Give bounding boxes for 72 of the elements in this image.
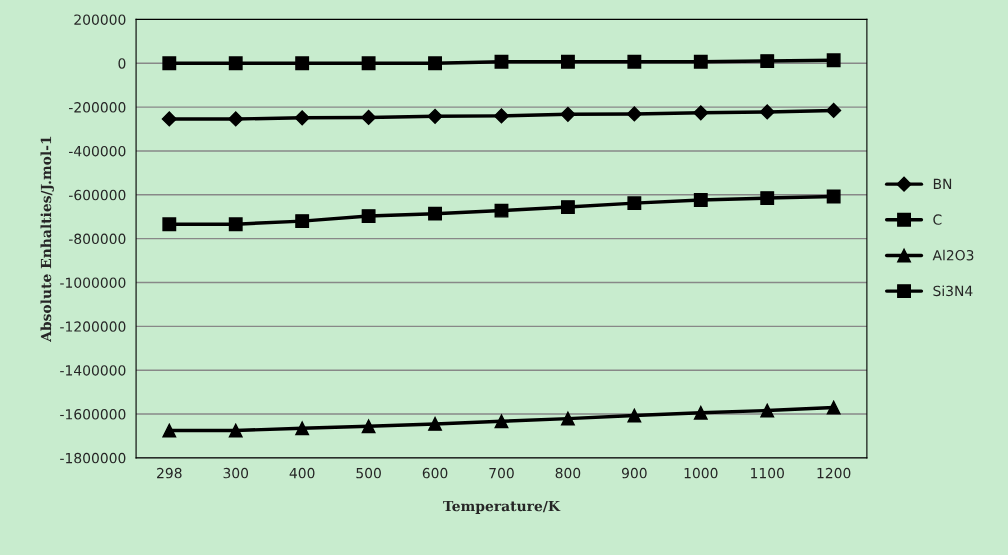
x-tick-label: 1100 [751, 467, 784, 479]
x-axis-title: Temperature/K [443, 500, 561, 514]
point [294, 110, 310, 126]
point [826, 53, 841, 68]
y-tick-label: -1200000 [60, 321, 126, 332]
point [161, 111, 177, 127]
y-tick-label: -800000 [69, 233, 126, 245]
point [228, 111, 244, 127]
point [693, 193, 708, 208]
point [693, 405, 708, 420]
point [826, 189, 841, 204]
point [826, 400, 841, 415]
point [428, 56, 442, 71]
x-tick-label: 298 [157, 467, 182, 479]
y-tick-label: -400000 [69, 145, 126, 157]
x-tick-label: 1200 [817, 467, 851, 479]
legend-label: BN [933, 178, 952, 189]
x-tick-label: 700 [489, 467, 514, 479]
x-tick-label: 600 [422, 467, 448, 479]
point [627, 54, 642, 69]
y-tick-label: -1000000 [60, 277, 126, 288]
y-tick-label: -200000 [69, 102, 126, 113]
point [560, 200, 575, 215]
point [228, 56, 243, 71]
x-tick-label: 500 [356, 467, 381, 479]
point [361, 109, 377, 125]
point [760, 54, 775, 69]
point [759, 104, 775, 120]
point [760, 191, 775, 206]
point [627, 408, 642, 423]
x-tick-label: 1000 [684, 467, 718, 479]
point [162, 56, 177, 71]
point [428, 206, 442, 221]
legend-label: Al2O3 [932, 249, 974, 261]
x-tick-label: 400 [289, 467, 315, 479]
point [295, 214, 310, 229]
point [760, 403, 775, 418]
point [626, 106, 642, 122]
point [560, 54, 575, 69]
point [693, 105, 709, 121]
point [228, 423, 243, 438]
point [428, 416, 442, 431]
point [826, 102, 842, 118]
y-tick-label: 200000 [74, 14, 126, 25]
point [162, 217, 177, 232]
x-tick-label: 300 [223, 467, 249, 479]
x-tick-label: 900 [621, 467, 647, 479]
point [494, 203, 509, 218]
point [493, 108, 510, 124]
point [361, 56, 376, 71]
point [162, 423, 177, 438]
legend-label: C [933, 214, 942, 225]
point [560, 106, 576, 122]
point [361, 419, 376, 434]
point [295, 56, 310, 71]
point [361, 209, 376, 224]
x-tick-label: 800 [555, 467, 581, 479]
point [427, 108, 443, 124]
legend-label: Si3N4 [933, 285, 973, 297]
point [627, 196, 642, 211]
point [560, 411, 575, 426]
point [494, 414, 509, 429]
point [295, 421, 310, 436]
y-tick-label: -1400000 [60, 365, 126, 376]
point [693, 54, 708, 69]
point [228, 217, 243, 232]
y-axis-title: Absolute Enhalties/J.mol-1 [40, 136, 54, 343]
point [494, 54, 509, 69]
y-tick-label: -600000 [69, 189, 126, 201]
y-tick-label: -1800000 [60, 452, 126, 464]
y-tick-label: -1600000 [60, 409, 126, 420]
y-tick-label: 0 [118, 58, 126, 69]
